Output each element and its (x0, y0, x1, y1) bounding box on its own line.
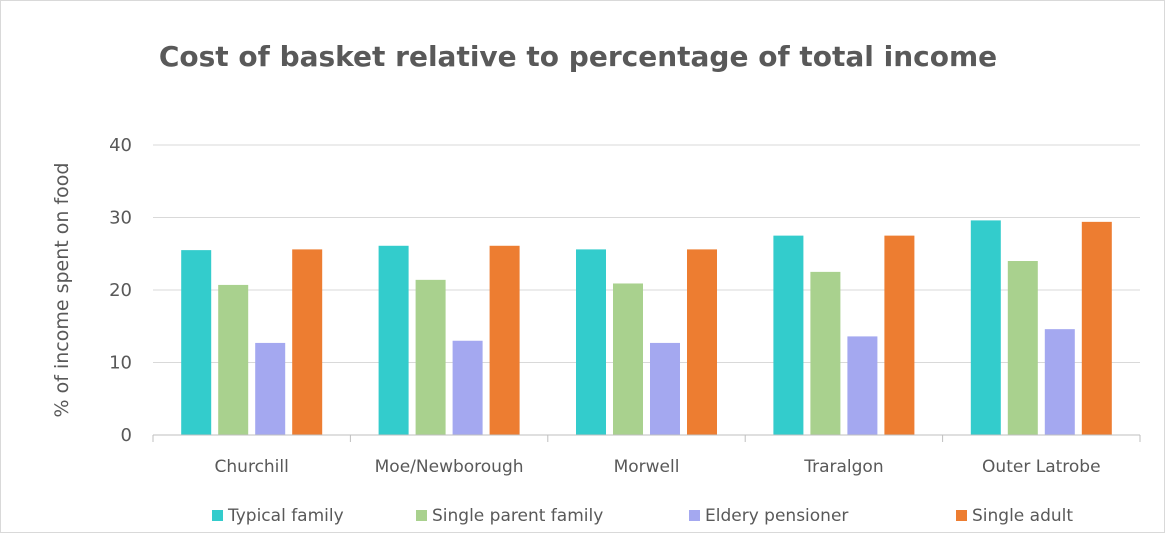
legend-label: Single parent family (432, 506, 603, 526)
category-label: Morwell (614, 457, 680, 477)
bar-single-adult (1081, 221, 1112, 435)
legend: Typical family Single parent family Eldery… (212, 506, 1073, 526)
category-label: Churchill (215, 457, 289, 477)
bar-single-adult (489, 245, 520, 435)
bar-typical-family (970, 220, 1001, 435)
bars (181, 220, 1112, 435)
y-tick-label: 10 (109, 353, 132, 374)
y-tick-label: 40 (109, 135, 132, 156)
bar-single-adult (884, 235, 915, 435)
x-axis (152, 434, 1141, 442)
legend-label: Single adult (972, 506, 1073, 526)
y-tick-labels: 0 10 20 30 40 (109, 135, 132, 446)
y-tick-label: 0 (121, 425, 132, 446)
bar-typical-family (181, 250, 212, 435)
bar-eldery-pensioner (452, 340, 483, 435)
legend-label: Typical family (227, 506, 344, 526)
legend-swatch (212, 510, 223, 521)
chart-title: Cost of basket relative to percentage of… (159, 40, 997, 73)
y-tick-label: 20 (109, 280, 132, 301)
category-label: Outer Latrobe (982, 457, 1101, 477)
legend-swatch (416, 510, 427, 521)
bar-typical-family (773, 235, 804, 435)
bar-typical-family (576, 249, 606, 435)
category-label: Traralgon (803, 457, 883, 477)
legend-label: Eldery pensioner (705, 506, 848, 526)
bar-single-parent-family (415, 279, 446, 435)
bar-single-parent-family (613, 283, 643, 435)
bar-single-parent-family (218, 284, 249, 435)
category-label: Moe/Newborough (375, 457, 524, 477)
bar-eldery-pensioner (1044, 329, 1075, 435)
y-tick-label: 30 (109, 208, 132, 229)
legend-swatch (956, 510, 967, 521)
bar-eldery-pensioner (847, 336, 878, 435)
y-axis-label: % of income spent on food (51, 163, 73, 418)
bar-single-adult (687, 249, 717, 435)
category-labels: Churchill Moe/Newborough Morwell Traralgon O… (215, 457, 1101, 477)
bar-single-parent-family (810, 271, 841, 435)
bar-single-parent-family (1007, 261, 1038, 435)
bar-single-adult (292, 249, 323, 435)
bar-eldery-pensioner (650, 342, 680, 435)
bar-eldery-pensioner (255, 342, 286, 435)
legend-swatch (689, 510, 700, 521)
bar-typical-family (378, 245, 409, 435)
